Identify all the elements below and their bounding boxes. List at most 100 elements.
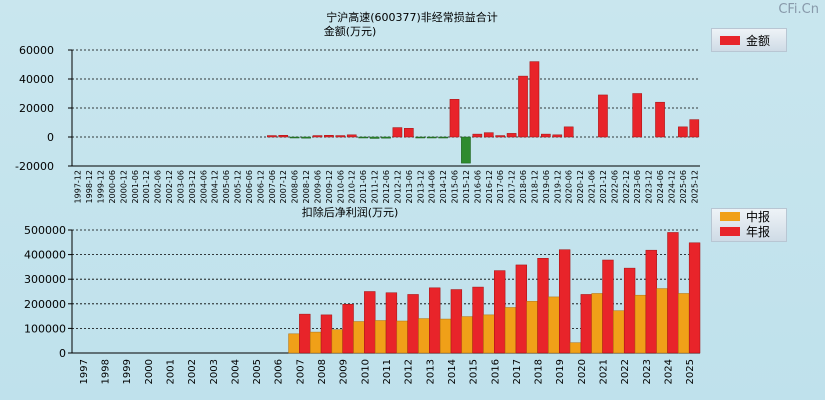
chart1-xtick-label: 2011-12 xyxy=(371,170,380,203)
chart1-bar xyxy=(461,136,471,164)
chart1-xtick-label: 2025-12 xyxy=(690,170,699,203)
chart1-xtick-label: 2024-12 xyxy=(667,170,676,203)
chart2-xtick-label: 1997 xyxy=(79,359,90,384)
chart2-bar-interim xyxy=(526,301,538,354)
chart1-bar xyxy=(426,136,437,139)
chart1-xtick-label: 2015-12 xyxy=(462,170,471,203)
chart-net-profit: 扣除后净利润(万元) 500000 400000 300000 200000 100000… xyxy=(24,205,701,384)
chart1-bar xyxy=(381,136,391,139)
chart1-xtick-label: 2000-06 xyxy=(108,170,117,203)
chart1-xtick-label: 2014-06 xyxy=(428,170,437,203)
chart1-bar xyxy=(529,61,540,138)
chart2-xtick-label: 2009 xyxy=(339,359,350,384)
chart2-bar-interim xyxy=(396,320,408,354)
chart2-ytick-label: 400000 xyxy=(24,249,66,262)
chart1-xtick-label: 2016-06 xyxy=(473,170,482,203)
chart2-bar-interim xyxy=(678,293,690,354)
chart1-xtick-label: 2017-12 xyxy=(508,170,517,203)
chart2-bar-interim xyxy=(613,310,625,354)
chart1-bar xyxy=(506,133,517,138)
chart1-bar xyxy=(483,132,494,138)
chart1-xtick-label: 2015-06 xyxy=(451,170,460,203)
chart2-bar-annual xyxy=(515,264,528,354)
chart2-xtick-label: 2024 xyxy=(664,359,675,384)
chart1-bar xyxy=(541,133,551,138)
chart1-bar xyxy=(369,136,380,139)
chart2-bar-interim xyxy=(634,294,647,354)
chart2-bar-annual xyxy=(429,287,441,354)
chart2-bar-annual xyxy=(645,249,657,354)
chart1-ytick-label: 40000 xyxy=(19,73,54,86)
legend-swatch-amount xyxy=(720,35,740,45)
chart2-bar-interim xyxy=(591,293,603,354)
chart1-xtick-label: 2013-06 xyxy=(405,170,414,203)
chart1-xtick-label: 2010-06 xyxy=(336,170,345,203)
chart2-xtick-label: 2019 xyxy=(555,359,566,384)
chart1-ytick-label: 60000 xyxy=(19,44,54,57)
chart2-xtick-label: 2020 xyxy=(577,359,588,384)
chart2-xtick-label: 2000 xyxy=(144,359,155,384)
chart2-bar-annual xyxy=(667,232,679,354)
chart1-xtick-label: 2003-06 xyxy=(176,170,185,203)
chart1-xtick-label: 2013-12 xyxy=(416,170,425,203)
chart1-bar xyxy=(415,136,426,139)
chart2-xtick-label: 2007 xyxy=(295,359,306,384)
legend-chart1: 金额 xyxy=(711,28,787,52)
chart1-xtick-label: 2003-12 xyxy=(188,170,197,203)
chart1-xtick-label: 2011-06 xyxy=(359,170,368,203)
chart1-xtick-label: 2012-12 xyxy=(393,170,402,203)
chart1-xtick-label: 2007-12 xyxy=(279,170,288,203)
chart2-xtick-label: 2006 xyxy=(274,359,285,384)
chart1-xtick-label: 1998-12 xyxy=(85,170,94,203)
chart2-bar-interim xyxy=(483,314,495,354)
chart1-xtick-label: 2006-06 xyxy=(245,170,254,203)
chart2-bar-interim xyxy=(569,342,582,354)
chart1-ytick-label: 20000 xyxy=(19,102,54,115)
legend-swatch-interim xyxy=(720,212,740,221)
chart2-ytick-label: 0 xyxy=(59,347,66,360)
chart1-xtick-label: 2001-06 xyxy=(131,170,140,203)
chart1-bar xyxy=(392,127,403,138)
chart2-ytick-label: 200000 xyxy=(24,298,66,311)
chart1-xtick-label: 2017-06 xyxy=(496,170,505,203)
chart1-xtick-label: 2005-06 xyxy=(222,170,231,203)
chart1-xtick-label: 2019-06 xyxy=(542,170,551,203)
chart2-xtick-label: 2003 xyxy=(209,359,220,384)
chart1-xtick-label: 2019-12 xyxy=(553,170,562,203)
chart1-xtick-label: 2020-06 xyxy=(565,170,574,203)
chart1-bar xyxy=(552,134,563,138)
chart2-bar-interim xyxy=(353,321,365,354)
chart2-ytick-label: 100000 xyxy=(24,322,66,335)
chart1-xtick-label: 2010-12 xyxy=(348,170,357,203)
chart1-bar xyxy=(655,101,665,138)
chart2-bar-interim xyxy=(504,307,517,354)
chart2-bar-annual xyxy=(342,304,354,354)
chart1-xtick-label: 2008-12 xyxy=(302,170,311,203)
chart2-bar-interim xyxy=(309,331,322,354)
chart1-bar xyxy=(278,135,289,138)
chart1-bar xyxy=(267,135,277,138)
chart1-xtick-label: 2009-06 xyxy=(313,170,322,203)
chart2-xtick-label: 2018 xyxy=(534,359,545,384)
chart2-bar-annual xyxy=(688,242,701,354)
chart1-xtick-label: 2000-12 xyxy=(119,170,128,203)
chart2-xtick-label: 2014 xyxy=(447,359,458,384)
chart2-bar-interim xyxy=(548,296,560,354)
chart2-bar-interim xyxy=(331,329,343,354)
chart1-bar xyxy=(358,136,368,139)
chart1-bar xyxy=(449,99,460,138)
chart1-bar xyxy=(346,134,357,138)
chart2-xtick-label: 2011 xyxy=(382,359,393,384)
chart1-xtick-label: 2007-06 xyxy=(268,170,277,203)
chart1-bar xyxy=(598,94,608,138)
chart1-xtick-label: 2018-12 xyxy=(530,170,539,203)
chart2-xtick-label: 2004 xyxy=(230,359,241,384)
chart2-bar-interim xyxy=(288,333,300,354)
chart1-ytick-label: 0 xyxy=(47,131,54,144)
chart2-bar-annual xyxy=(602,259,614,354)
chart1-subtitle: 金额(万元) xyxy=(324,24,377,38)
chart2-xtick-label: 1998 xyxy=(100,359,111,384)
chart1-xtick-label: 2021-06 xyxy=(588,170,597,203)
